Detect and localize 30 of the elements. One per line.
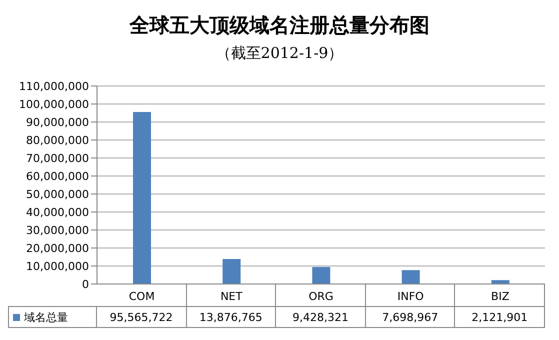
y-tick-label: 30,000,000 xyxy=(26,224,89,237)
y-tick-label: 70,000,000 xyxy=(26,152,89,165)
y-tick-label: 50,000,000 xyxy=(26,188,89,201)
data-label: 95,565,722 xyxy=(97,306,187,328)
bar xyxy=(133,112,151,284)
bar xyxy=(312,267,330,284)
y-tick-label: 90,000,000 xyxy=(26,116,89,129)
y-tick-label: 10,000,000 xyxy=(26,260,89,273)
x-tick-label: ORG xyxy=(308,290,334,303)
y-tick-label: 80,000,000 xyxy=(26,134,89,147)
data-label: 9,428,321 xyxy=(276,306,366,328)
x-tick-label: NET xyxy=(220,290,243,303)
x-tick-label: INFO xyxy=(397,290,424,303)
data-label: 13,876,765 xyxy=(186,306,276,328)
chart-title: 全球五大顶级域名注册总量分布图 xyxy=(128,12,430,39)
bar xyxy=(402,270,420,284)
data-label: 7,698,967 xyxy=(366,306,456,328)
y-tick-label: 100,000,000 xyxy=(19,98,89,111)
data-label: 2,121,901 xyxy=(455,306,545,328)
y-tick-label: 40,000,000 xyxy=(26,206,89,219)
y-tick-label: 20,000,000 xyxy=(26,242,89,255)
bar xyxy=(491,280,510,284)
chart-subtitle: （截至2012-1-9） xyxy=(214,44,344,63)
y-tick-label: 0 xyxy=(82,278,89,291)
x-tick-label: BIZ xyxy=(491,290,510,303)
x-tick-label: COM xyxy=(128,290,155,303)
bar xyxy=(222,259,241,284)
y-tick-label: 60,000,000 xyxy=(26,170,89,183)
legend-label: 域名总量 xyxy=(24,310,68,324)
y-tick-label: 110,000,000 xyxy=(19,80,89,93)
